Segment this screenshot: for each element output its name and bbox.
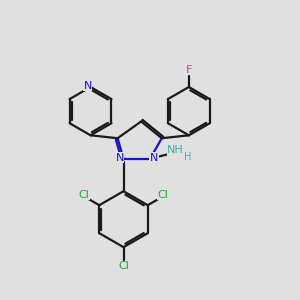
Text: H: H	[184, 152, 191, 162]
Text: NH: NH	[167, 145, 184, 155]
Text: N: N	[116, 153, 124, 163]
Text: N: N	[83, 80, 92, 91]
Text: N: N	[150, 153, 158, 163]
Text: Cl: Cl	[118, 261, 129, 271]
Text: Cl: Cl	[79, 190, 89, 200]
Text: Cl: Cl	[158, 190, 169, 200]
Text: F: F	[186, 65, 192, 75]
